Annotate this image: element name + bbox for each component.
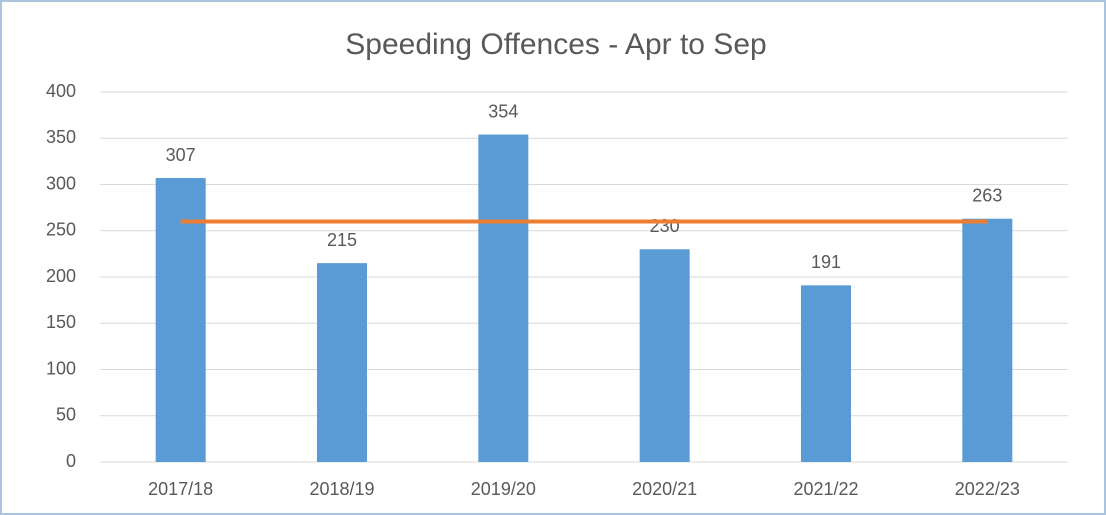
y-tick-label: 400 xyxy=(46,81,76,101)
data-label: 191 xyxy=(811,252,841,272)
x-tick-label: 2019/20 xyxy=(471,479,536,499)
data-label: 230 xyxy=(650,216,680,236)
data-label: 215 xyxy=(327,230,357,250)
data-label: 354 xyxy=(488,101,518,121)
y-tick-label: 50 xyxy=(56,405,76,425)
y-tick-label: 250 xyxy=(46,220,76,240)
y-tick-label: 100 xyxy=(46,358,76,378)
bar xyxy=(962,218,1013,462)
bar xyxy=(639,249,690,462)
chart-title: Speeding Offences - Apr to Sep xyxy=(345,28,766,61)
y-tick-label: 350 xyxy=(46,127,76,147)
y-tick-label: 300 xyxy=(46,173,76,193)
x-tick-label: 2022/23 xyxy=(955,479,1020,499)
bar xyxy=(155,178,206,462)
y-tick-label: 150 xyxy=(46,312,76,332)
data-label: 307 xyxy=(166,145,196,165)
x-tick-label: 2021/22 xyxy=(793,479,858,499)
x-tick-label: 2017/18 xyxy=(148,479,213,499)
y-tick-label: 200 xyxy=(46,266,76,286)
bar xyxy=(801,285,851,462)
data-label: 263 xyxy=(972,185,1002,205)
x-tick-label: 2018/19 xyxy=(309,479,374,499)
bar xyxy=(478,134,529,463)
bar xyxy=(317,263,367,462)
x-tick-label: 2020/21 xyxy=(632,479,697,499)
y-tick-label: 0 xyxy=(66,451,76,471)
